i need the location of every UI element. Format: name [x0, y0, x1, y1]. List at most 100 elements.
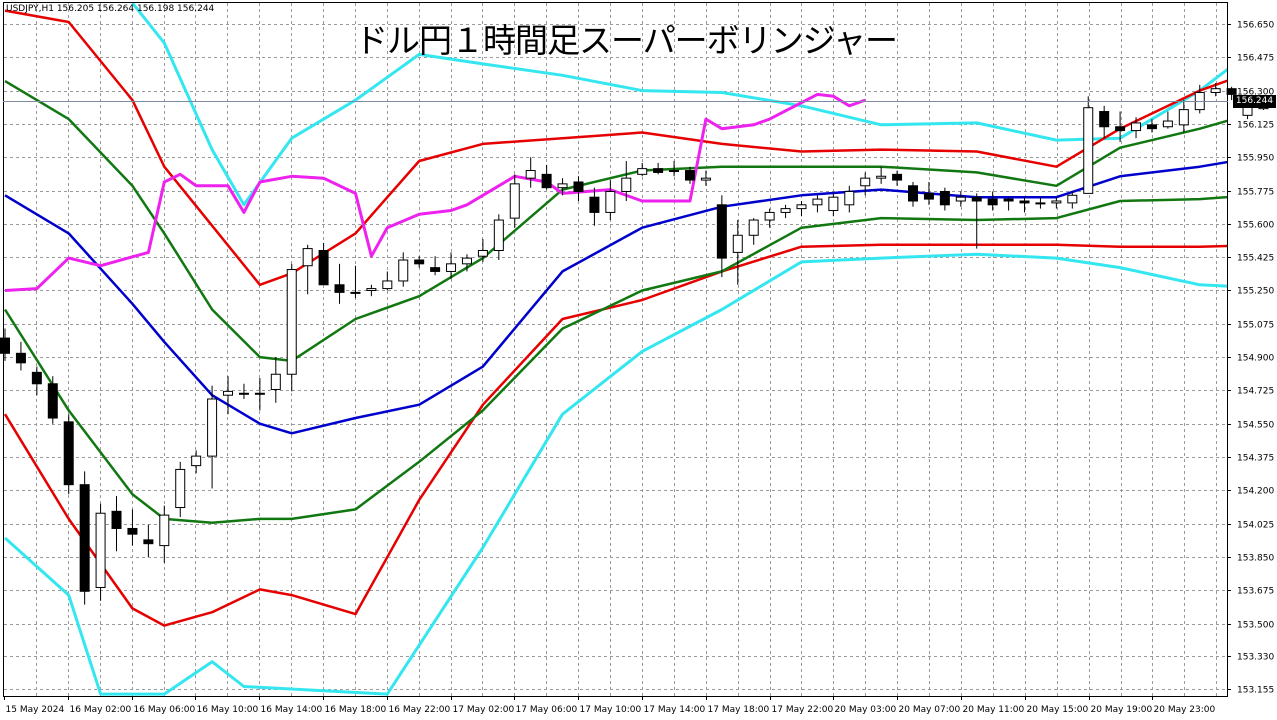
time-tick-label: 15 May 2024 [6, 705, 65, 715]
candle-body [923, 192, 934, 200]
price-tick-label: 155.250 [1237, 287, 1274, 297]
candle-body [812, 198, 823, 206]
candle-body [159, 514, 170, 547]
band-minus2-line [4, 243, 1227, 627]
candle-body [350, 291, 361, 294]
candle-body [430, 267, 441, 272]
candle-body [79, 484, 90, 592]
time-tick-label: 17 May 14:00 [644, 705, 706, 715]
price-tick-label: 156.125 [1237, 121, 1274, 131]
price-tick-label: 155.600 [1237, 221, 1274, 231]
price-tick-label: 154.900 [1237, 354, 1274, 364]
candle-body [653, 168, 664, 173]
time-tick-label: 17 May 02:00 [453, 705, 515, 715]
candle-body [971, 196, 982, 202]
candle-body [860, 177, 871, 187]
candle-body [987, 198, 998, 206]
candle-body [939, 190, 950, 206]
candle-body [31, 371, 42, 385]
symbol-info: USDJPY,H1 156.205 156.264 156.198 156.24… [6, 4, 215, 14]
candle-body [493, 219, 504, 252]
candle-body [414, 259, 425, 265]
candle-body [143, 539, 154, 545]
price-tick-label: 155.950 [1237, 154, 1274, 164]
price-tick-label: 154.375 [1237, 454, 1274, 464]
candle-body [286, 269, 297, 375]
price-tick-label: 153.675 [1237, 587, 1274, 597]
candle-body [223, 390, 234, 396]
candle-body [525, 170, 536, 179]
price-tick-label: 154.550 [1237, 421, 1274, 431]
time-tick-label: 20 May 15:00 [1027, 705, 1089, 715]
time-tick-label: 16 May 22:00 [389, 705, 451, 715]
band-minus3-line [4, 252, 1227, 696]
candle-body [876, 175, 887, 179]
candle-body [1115, 126, 1126, 132]
candle-body [63, 421, 74, 486]
price-tick-label: 153.500 [1237, 621, 1274, 631]
price-tick-label: 153.155 [1237, 686, 1274, 696]
price-tick-label: 153.330 [1237, 653, 1274, 663]
candle-body [748, 219, 759, 236]
candle-layer [0, 82, 1269, 605]
price-tick-label: 154.200 [1237, 487, 1274, 497]
band-plus3-line [131, 3, 1227, 207]
axis-layer: 156.650 156.475 156.300 156.125 155.950 155.7… [4, 21, 1274, 715]
candle-body [637, 168, 648, 175]
candle-body [398, 259, 409, 282]
time-tick-label: 20 May 03:00 [835, 705, 897, 715]
plot-frame [3, 2, 1228, 697]
price-tick-label: 156.475 [1237, 54, 1274, 64]
candle-body [318, 250, 329, 286]
candle-body [1131, 122, 1142, 132]
price-tick-label: 155.775 [1237, 188, 1274, 198]
candle-body [1019, 200, 1030, 204]
price-tick-label: 153.850 [1237, 554, 1274, 564]
time-tick-label: 17 May 10:00 [580, 705, 642, 715]
candle-body [828, 196, 839, 212]
time-tick-label: 16 May 06:00 [134, 705, 196, 715]
candle-body [621, 177, 632, 192]
candle-body [509, 183, 520, 219]
candle-body [95, 512, 106, 588]
candle-body [669, 170, 680, 173]
time-tick-label: 20 May 11:00 [963, 705, 1025, 715]
candle-body [191, 455, 202, 467]
candle-body [764, 211, 775, 221]
candle-body [1067, 194, 1078, 204]
candle-body [47, 383, 58, 419]
candle-body [207, 398, 218, 457]
price-tick-label: 154.725 [1237, 387, 1274, 397]
price-tick-label: 155.425 [1237, 254, 1274, 264]
candle-body [1178, 109, 1189, 126]
lagging-span-line [4, 92, 866, 292]
middle-band-line [4, 160, 1227, 435]
candle-body [446, 263, 457, 272]
candle-body [1099, 111, 1110, 128]
candle-body [270, 373, 281, 390]
time-tick-label: 17 May 06:00 [516, 705, 578, 715]
band-minus1-line [4, 195, 1227, 525]
candle-body [955, 196, 966, 202]
candle-body [366, 288, 377, 291]
candle-body [844, 190, 855, 206]
band-layer [4, 3, 1227, 696]
candle-body [908, 185, 919, 202]
candle-body [1035, 202, 1046, 205]
price-tick-label: 156.300 [1237, 88, 1274, 98]
candle-body [1226, 88, 1237, 95]
time-tick-label: 20 May 19:00 [1091, 705, 1153, 715]
candle-body [175, 468, 186, 509]
candle-body [589, 196, 600, 213]
price-tick-label: 155.075 [1237, 321, 1274, 331]
candle-body [111, 510, 122, 529]
candle-body [238, 392, 249, 395]
price-tick-label: 154.025 [1237, 521, 1274, 531]
candle-body [0, 337, 10, 354]
candle-body [382, 280, 393, 290]
candle-body [1146, 124, 1157, 130]
time-tick-label: 20 May 07:00 [899, 705, 961, 715]
candle-body [127, 527, 138, 535]
